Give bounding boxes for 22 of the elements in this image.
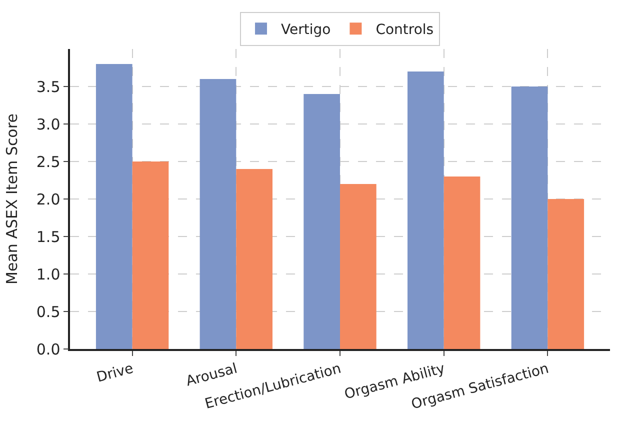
bar bbox=[548, 199, 584, 349]
y-tick-label: 1.5 bbox=[36, 228, 60, 246]
bar bbox=[444, 176, 480, 349]
bar bbox=[511, 86, 548, 349]
legend-label: Controls bbox=[376, 22, 434, 38]
y-tick-label: 1.0 bbox=[36, 265, 60, 284]
legend-label: Vertigo bbox=[281, 22, 331, 38]
bar bbox=[236, 169, 272, 349]
y-tick-label: 0.0 bbox=[36, 340, 60, 358]
y-axis-title: Mean ASEX Item Score bbox=[3, 114, 22, 284]
bar bbox=[340, 184, 376, 349]
y-tick-label: 3.5 bbox=[36, 78, 60, 96]
y-tick-label: 0.5 bbox=[36, 302, 60, 321]
bar bbox=[200, 79, 236, 349]
bar bbox=[132, 162, 169, 349]
x-tick-label: Drive bbox=[94, 360, 136, 386]
y-tick-label: 3.0 bbox=[36, 115, 60, 134]
bar bbox=[96, 64, 132, 349]
y-tick-label: 2.5 bbox=[36, 152, 60, 171]
bar bbox=[408, 72, 444, 349]
y-tick-label: 2.0 bbox=[36, 190, 60, 208]
bar bbox=[304, 94, 340, 349]
